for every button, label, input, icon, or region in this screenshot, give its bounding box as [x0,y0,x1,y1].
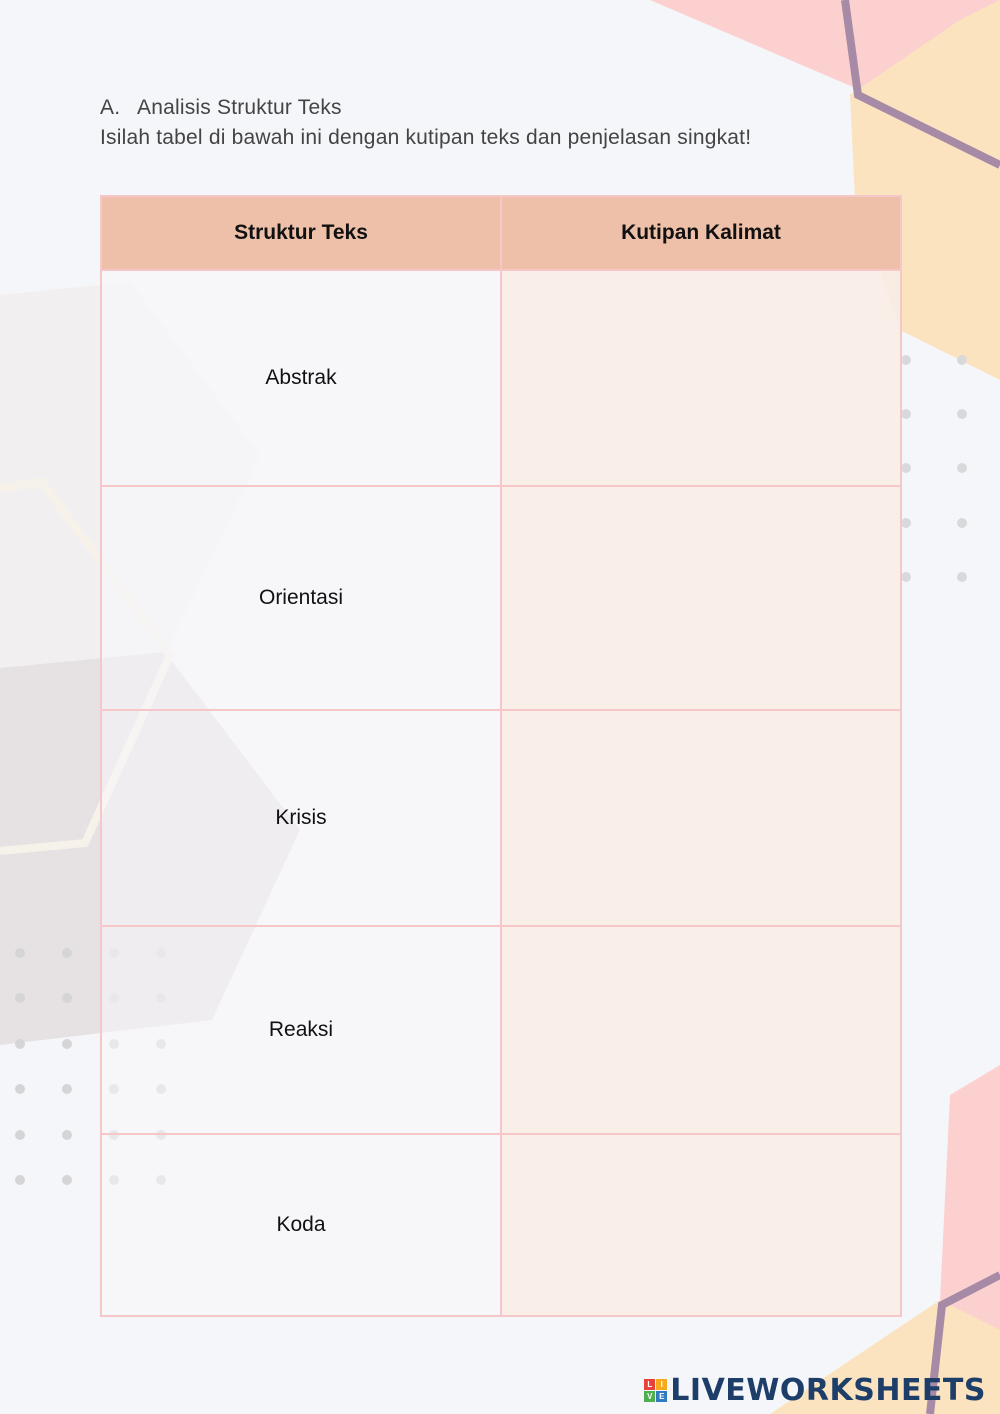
structure-cell-orientasi: Orientasi [100,485,502,711]
instruction-text: Isilah tabel di bawah ini dengan kutipan… [100,126,752,149]
table-row: Orientasi [100,485,902,711]
quote-answer-cell[interactable] [500,1133,902,1317]
structure-cell-krisis: Krisis [100,709,502,927]
table-header-row: Struktur Teks Kutipan Kalimat [100,195,902,271]
table-row: Koda [100,1133,902,1317]
brand-name: LIVEWORKSHEETS [670,1373,986,1408]
structure-cell-abstrak: Abstrak [100,269,502,487]
section-number: A. [100,96,121,119]
table-row: Reaksi [100,925,902,1135]
liveworksheets-brand: L I V E LIVEWORKSHEETS [644,1373,986,1408]
logo-letter: L [644,1379,656,1390]
table-row: Abstrak [100,269,902,487]
mauve-hexagon-line-bottom [926,1271,1000,1414]
structure-cell-reaksi: Reaksi [100,925,502,1135]
structure-cell-koda: Koda [100,1133,502,1317]
logo-letter: V [644,1391,656,1402]
dot-grid-right [901,355,967,582]
table-row: Krisis [100,709,902,927]
logo-letter: E [656,1391,668,1402]
section-title: A. Analisis Struktur Teks [100,96,751,120]
header-struktur-teks: Struktur Teks [100,195,502,271]
logo-letter: I [656,1379,668,1390]
pink-hexagon-shape-bottom [940,1065,1000,1340]
quote-answer-cell[interactable] [500,709,902,927]
quote-answer-cell[interactable] [500,269,902,487]
section-heading: A. Analisis Struktur Teks Isilah tabel di… [100,96,751,150]
analysis-table: Struktur Teks Kutipan Kalimat Abstrak Or… [100,195,902,1317]
quote-answer-cell[interactable] [500,925,902,1135]
section-title-text: Analisis Struktur Teks [137,96,342,119]
quote-answer-cell[interactable] [500,485,902,711]
liveworksheets-logo-icon: L I V E [644,1379,668,1402]
header-kutipan-kalimat: Kutipan Kalimat [500,195,902,271]
mauve-hexagon-line-top [841,0,1000,169]
